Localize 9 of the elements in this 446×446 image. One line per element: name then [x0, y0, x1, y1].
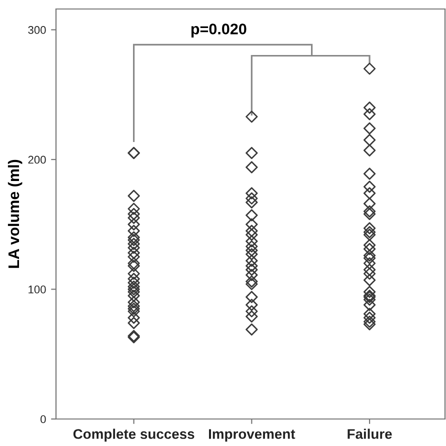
y-tick-label: 100 — [28, 286, 46, 294]
x-tick-label: Failure — [348, 428, 392, 439]
annotation: p=0.020 — [191, 24, 246, 38]
x-tick-label: Complete success — [73, 428, 194, 442]
y-tick-label: 0 — [40, 415, 46, 424]
y-tick-label: 200 — [28, 156, 46, 164]
y-axis-title: LA volume (ml) — [8, 160, 22, 268]
y-tick-label: 300 — [28, 26, 46, 34]
x-tick-label: Improvement — [209, 429, 296, 442]
